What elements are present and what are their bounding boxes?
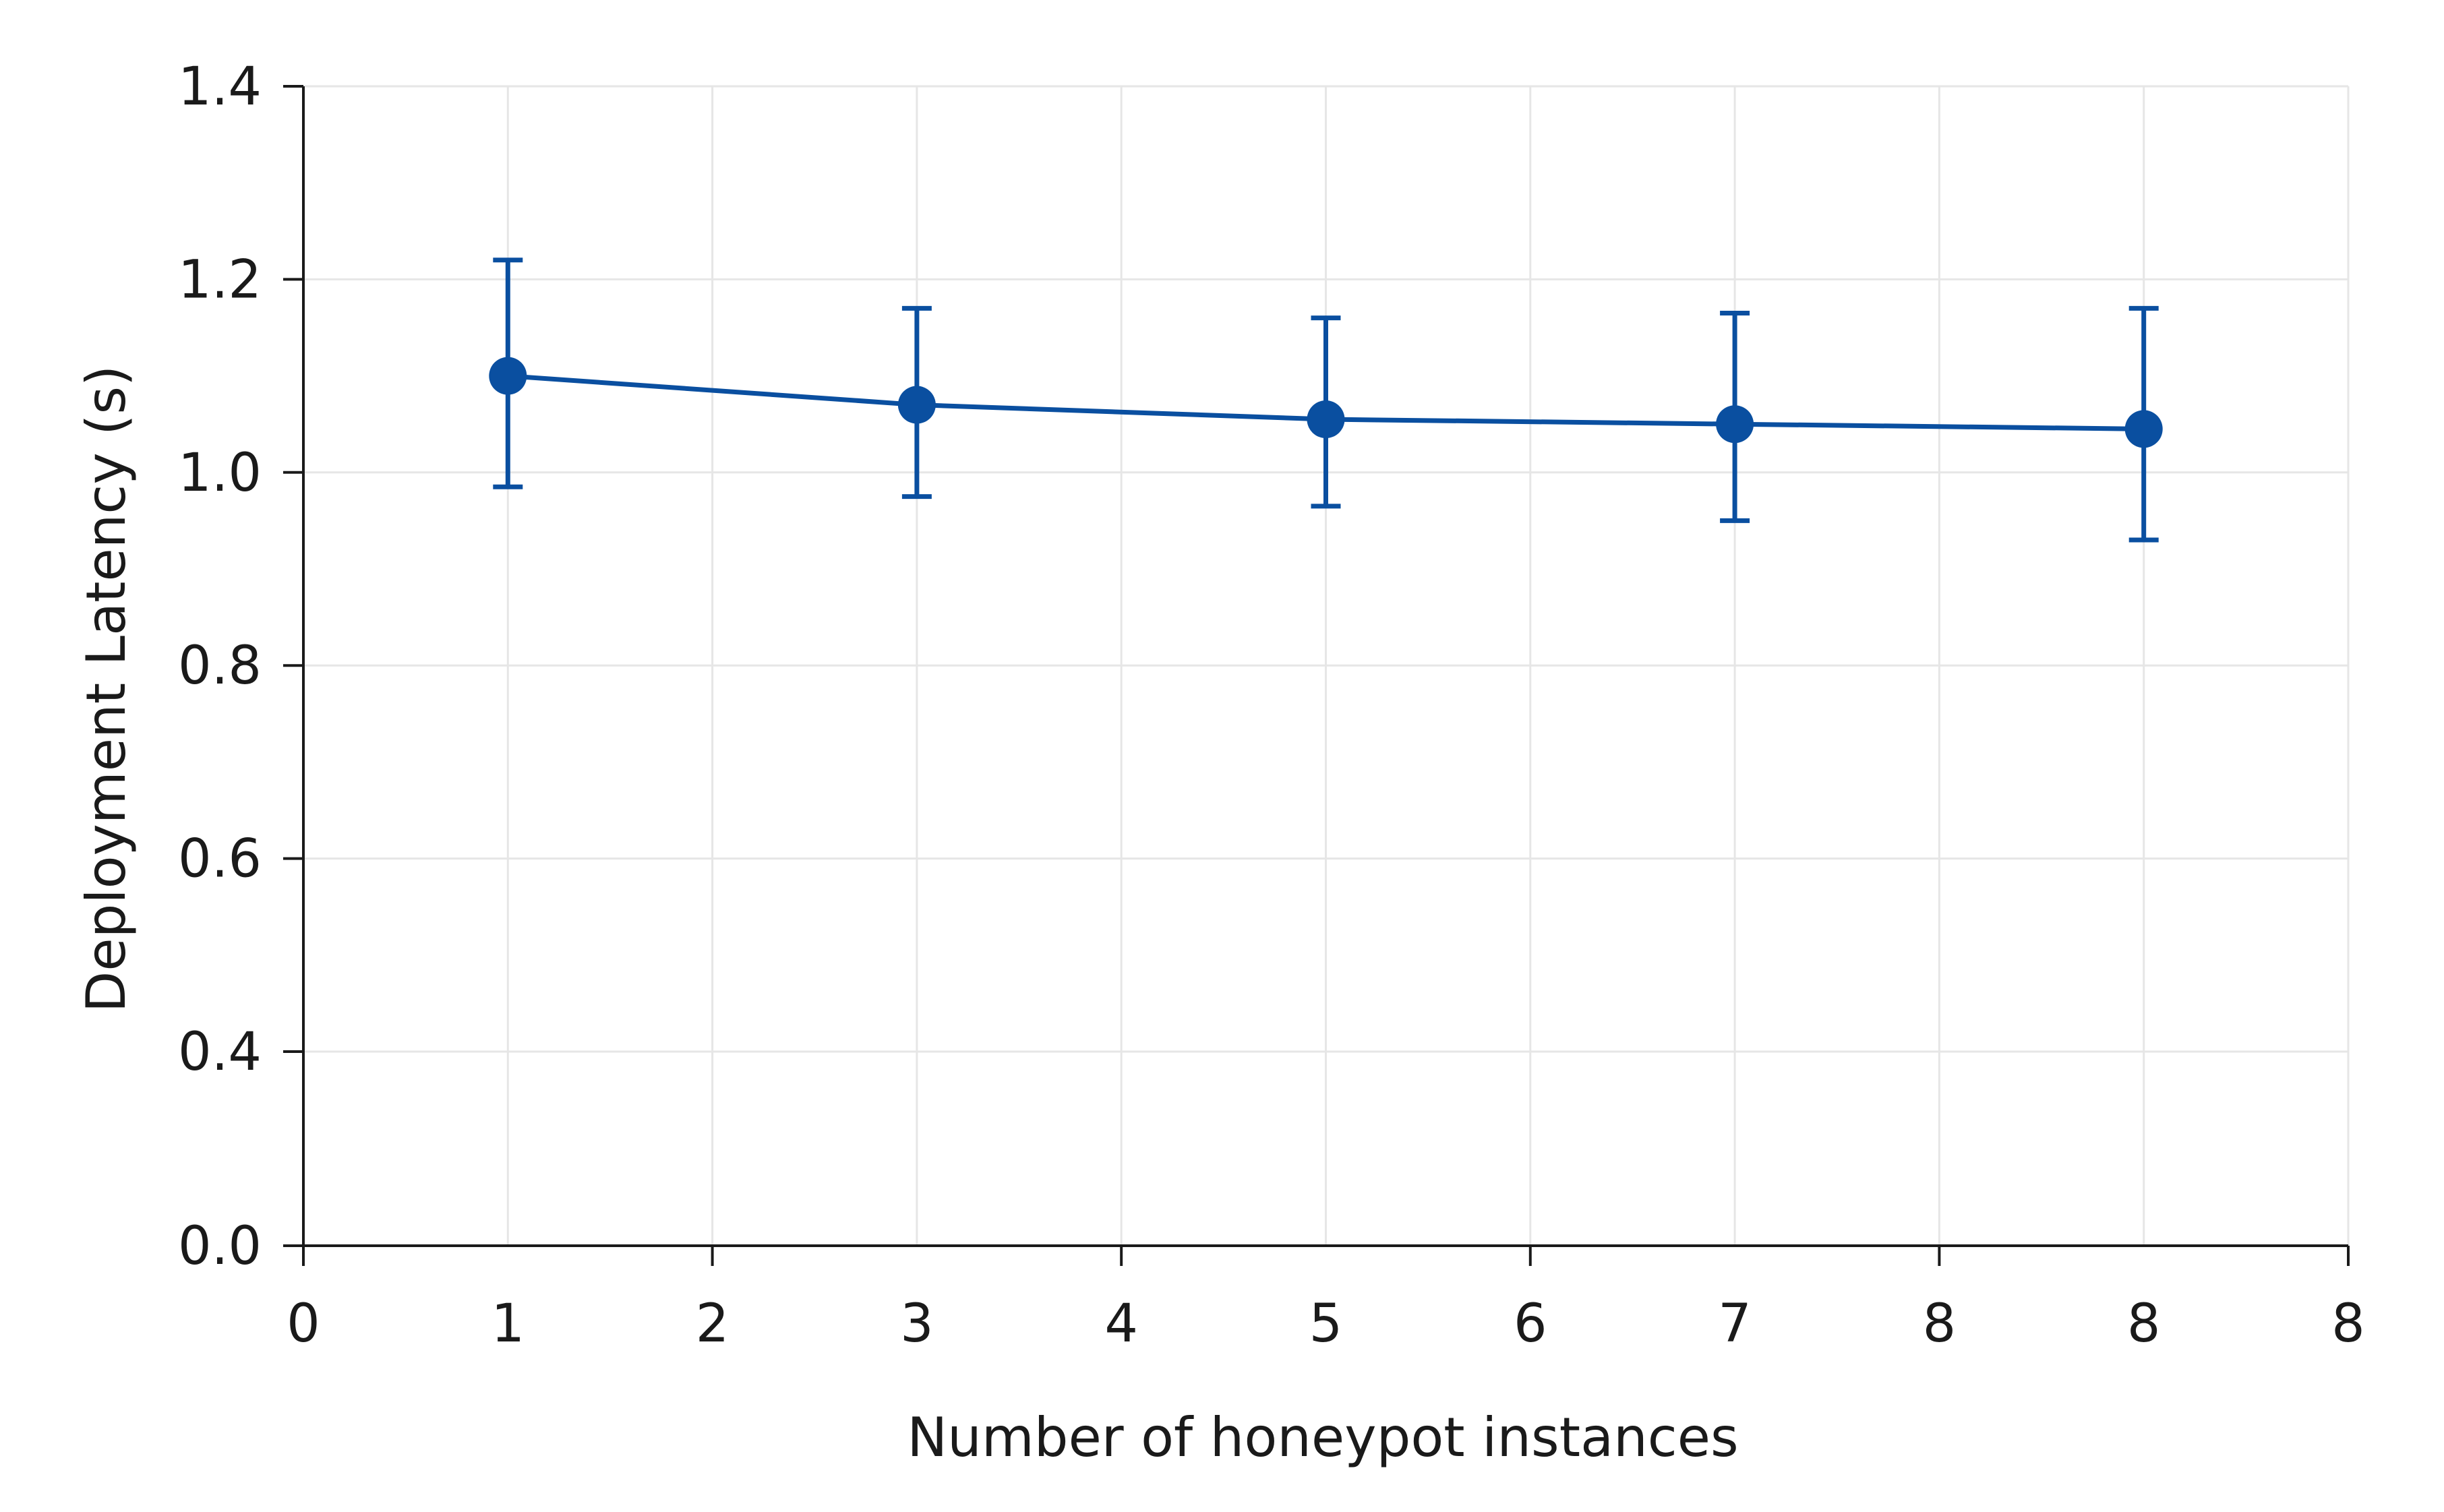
x-tick-label: 8 (2127, 1294, 2161, 1354)
y-tick-label: 1.4 (178, 57, 262, 117)
data-point (489, 357, 527, 395)
x-tick-label: 5 (1309, 1294, 1343, 1354)
data-point (2124, 410, 2163, 448)
x-tick-label: 8 (2331, 1294, 2365, 1354)
x-tick-label: 0 (287, 1294, 320, 1354)
x-tick-label: 4 (1104, 1294, 1138, 1354)
grid (303, 85, 2350, 1246)
x-tick-label: 6 (1514, 1294, 1547, 1354)
y-tick-label: 0.6 (178, 829, 262, 890)
x-tick-label: 2 (696, 1294, 729, 1354)
x-axis-title: Number of honeypot instances (907, 1406, 1738, 1469)
y-tick-label: 1.0 (178, 443, 262, 504)
x-tick-label: 7 (1718, 1294, 1752, 1354)
y-axis-title: Deployment Latency (s) (75, 365, 138, 1013)
series (489, 258, 2163, 543)
data-point (1307, 400, 1345, 439)
y-tick-label: 0.8 (178, 636, 262, 696)
x-tick-label: 1 (491, 1294, 525, 1354)
data-point (1716, 405, 1754, 444)
x-tick-label: 8 (1923, 1294, 1957, 1354)
y-tick-label: 1.2 (178, 249, 262, 310)
x-tick-label: 3 (900, 1294, 934, 1354)
y-tick-label: 0.0 (178, 1216, 262, 1277)
data-point (897, 386, 936, 424)
y-tick-label: 0.4 (178, 1022, 262, 1083)
ticks: 0.0 0.4 0.6 0.8 1.0 1.2 1.4 0 1 2 3 4 5 6 7 8 8 8 (178, 57, 2365, 1354)
